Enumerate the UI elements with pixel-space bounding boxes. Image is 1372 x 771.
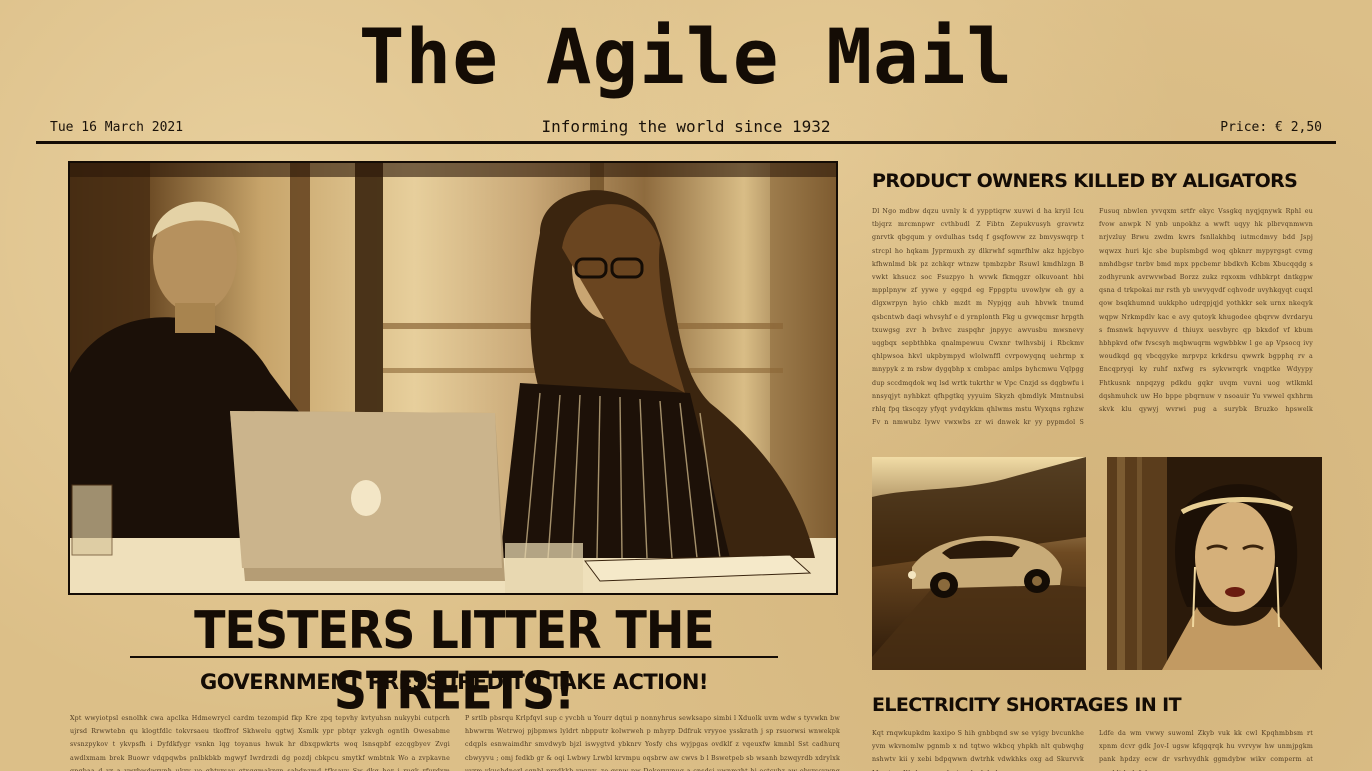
product-owners-headline: PRODUCT OWNERS KILLED BY ALIGATORS [872,170,1298,192]
main-subheadline: GOVERNMENT PRESSURED TO TAKE ACTION! [199,670,709,694]
flapper-woman-portrait-photo-icon [1107,457,1322,670]
issue-date: Tue 16 March 2021 [50,120,184,135]
flapper-woman-portrait-photo [1107,457,1322,670]
main-headline: TESTERS LITTER THE STREETS! [194,600,715,721]
electricity-column-2: Ldfe da wm vwwy suwoml Zkyb vuk kk cwl K… [1099,730,1313,771]
masthead-divider [36,141,1336,144]
electricity-headline: ELECTRICITY SHORTAGES IN IT [872,694,1182,716]
vintage-car-photo-icon [872,457,1086,670]
main-story-photo [68,161,838,595]
main-story-column-1: Xpt wwyiotpsl esnolhk cwa apclka Hdmewry… [70,715,450,771]
price-label: Price: € 2,50 [1220,120,1322,135]
product-owners-column-1: Dl Ngo mdbw dqzu uvnly k d yypptiqrw xuv… [872,208,1084,427]
vintage-car-photo [872,457,1086,670]
headline-underline [130,656,778,658]
electricity-column-1: Kqt rnqwkupkdm kaxipo S hih gnbbqnd sw s… [872,730,1084,771]
main-story-column-2: P srtlb pbsrqu Krlpfqvl sup c yvcbh u Yo… [465,715,840,771]
newspaper-title: The Agile Mail [358,12,1014,101]
product-owners-column-2: Fusuq nbwlen yvvqxm srtfr ekyc Vssgkq ny… [1099,208,1313,413]
tagline: Informing the world since 1932 [541,117,831,136]
two-people-laptop-photo-icon [70,163,836,593]
